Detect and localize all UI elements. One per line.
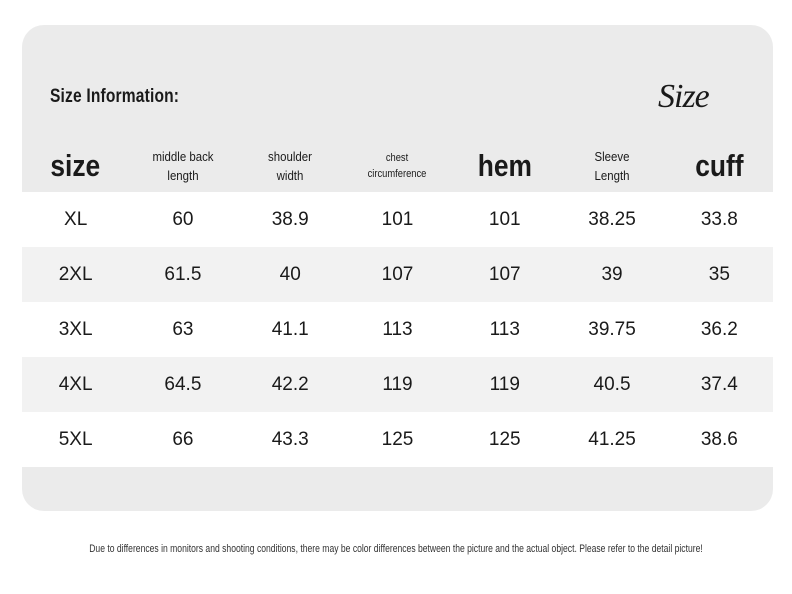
column-header-text: cuff: [695, 148, 744, 183]
column-header-text: hem: [477, 148, 532, 183]
size-table: size middle back length shoulder width ches…: [22, 140, 773, 467]
table-cell: 39: [558, 247, 666, 302]
table-cell: 4XL: [22, 357, 130, 412]
table-cell: 38.9: [236, 192, 344, 247]
table-cell: 119: [343, 357, 452, 412]
column-header: hem: [451, 140, 558, 192]
table-cell: 43.3: [236, 412, 344, 467]
table-cell: 60: [129, 192, 237, 247]
table-cell: 64.5: [129, 357, 237, 412]
column-header-text: shoulder width: [268, 149, 313, 183]
table-cell: 42.2: [236, 357, 344, 412]
column-header-text: Sleeve Length: [594, 149, 630, 183]
table-cell: 107: [451, 247, 559, 302]
table-cell: 40: [236, 247, 344, 302]
footer-note: Due to differences in monitors and shoot…: [89, 543, 703, 555]
column-header-text: chest circumference: [368, 152, 427, 180]
table-cell: 41.25: [558, 412, 666, 467]
table-row: 4XL 64.5 42.2 119 119 40.5 37.4: [22, 357, 773, 412]
table-row: 3XL 63 41.1 113 113 39.75 36.2: [22, 302, 773, 357]
table-cell: 37.4: [665, 357, 773, 412]
table-cell: 36.2: [665, 302, 773, 357]
table-cell: 101: [343, 192, 452, 247]
table-cell: 39.75: [558, 302, 666, 357]
logo: Size: [658, 78, 710, 115]
column-header: size: [22, 140, 129, 192]
column-header: chest circumference: [344, 140, 451, 192]
table-cell: 5XL: [22, 412, 130, 467]
column-header: Sleeve Length: [558, 140, 665, 192]
table-cell: XL: [22, 192, 130, 247]
column-header-text: size: [50, 148, 101, 183]
table-cell: 66: [129, 412, 237, 467]
table-cell: 63: [129, 302, 237, 357]
table-cell: 35: [665, 247, 773, 302]
table-cell: 101: [451, 192, 559, 247]
table-cell: 125: [451, 412, 559, 467]
table-cell: 61.5: [129, 247, 237, 302]
table-cell: 119: [451, 357, 559, 412]
column-header: shoulder width: [237, 140, 344, 192]
column-header: middle back length: [129, 140, 236, 192]
table-cell: 113: [343, 302, 452, 357]
table-cell: 41.1: [236, 302, 344, 357]
table-cell: 2XL: [22, 247, 130, 302]
table-cell: 125: [343, 412, 452, 467]
table-row: 5XL 66 43.3 125 125 41.25 38.6: [22, 412, 773, 467]
title: Size Information:: [50, 86, 180, 107]
table-cell: 3XL: [22, 302, 130, 357]
table-cell: 40.5: [558, 357, 666, 412]
column-header: cuff: [666, 140, 773, 192]
table-cell: 38.25: [558, 192, 666, 247]
table-cell: 113: [451, 302, 559, 357]
table-body: XL 60 38.9 101 101 38.25 33.8 2XL 61.5 40 107 107 39…: [22, 192, 773, 467]
table-row: 2XL 61.5 40 107 107 39 35: [22, 247, 773, 302]
table-cell: 38.6: [665, 412, 773, 467]
table-row: XL 60 38.9 101 101 38.25 33.8: [22, 192, 773, 247]
column-header-text: middle back length: [152, 149, 214, 183]
table-cell: 33.8: [665, 192, 773, 247]
header-row: size middle back length shoulder width ches…: [22, 140, 773, 192]
table-cell: 107: [343, 247, 452, 302]
